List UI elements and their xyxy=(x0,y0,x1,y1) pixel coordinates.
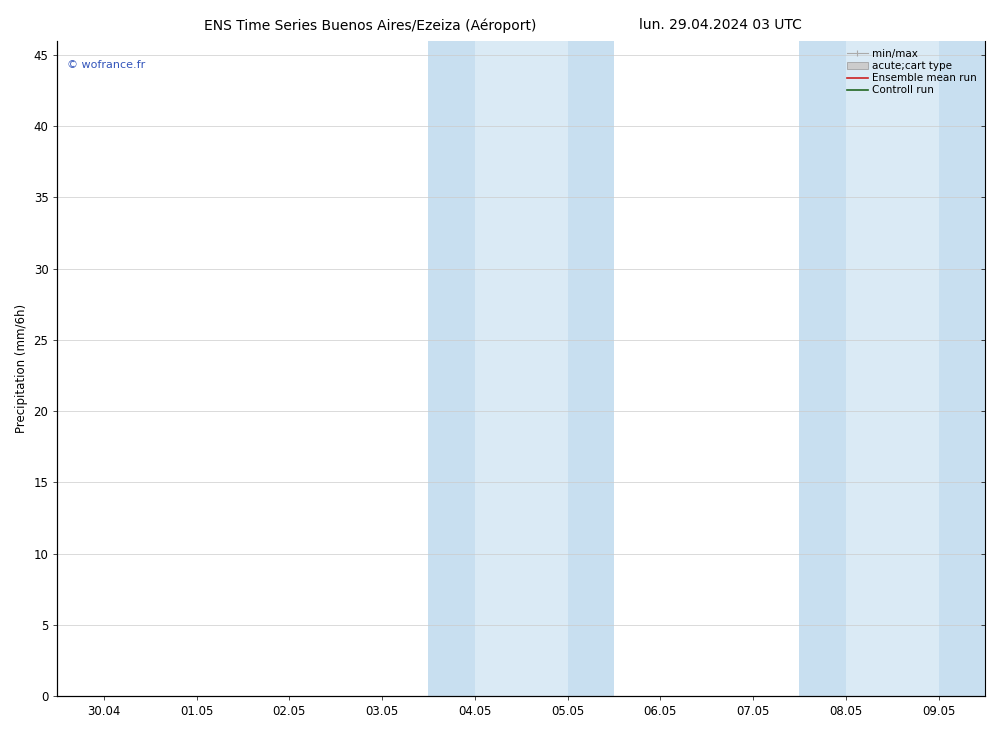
Legend: min/max, acute;cart type, Ensemble mean run, Controll run: min/max, acute;cart type, Ensemble mean … xyxy=(844,46,980,98)
Bar xyxy=(939,40,985,696)
Bar xyxy=(568,40,614,696)
Bar xyxy=(428,40,614,696)
Text: © wofrance.fr: © wofrance.fr xyxy=(67,60,145,70)
Text: lun. 29.04.2024 03 UTC: lun. 29.04.2024 03 UTC xyxy=(639,18,801,32)
Text: ENS Time Series Buenos Aires/Ezeiza (Aéroport): ENS Time Series Buenos Aires/Ezeiza (Aér… xyxy=(204,18,536,33)
Bar xyxy=(428,40,475,696)
Bar xyxy=(799,40,985,696)
Bar xyxy=(799,40,846,696)
Y-axis label: Precipitation (mm/6h): Precipitation (mm/6h) xyxy=(15,303,28,433)
